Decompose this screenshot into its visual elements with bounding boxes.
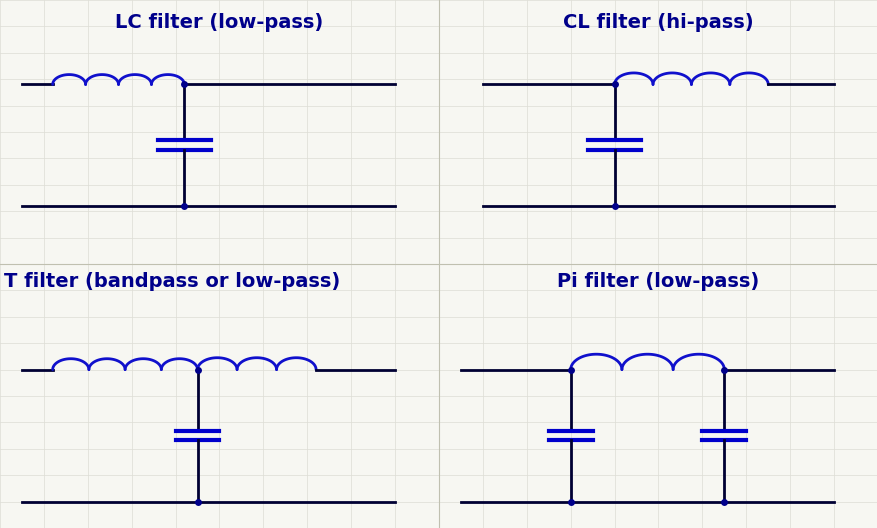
Text: Pi filter (low-pass): Pi filter (low-pass): [557, 272, 759, 291]
Text: CL filter (hi-pass): CL filter (hi-pass): [562, 13, 753, 32]
Text: T filter (bandpass or low-pass): T filter (bandpass or low-pass): [4, 272, 340, 291]
Text: LC filter (low-pass): LC filter (low-pass): [115, 13, 324, 32]
